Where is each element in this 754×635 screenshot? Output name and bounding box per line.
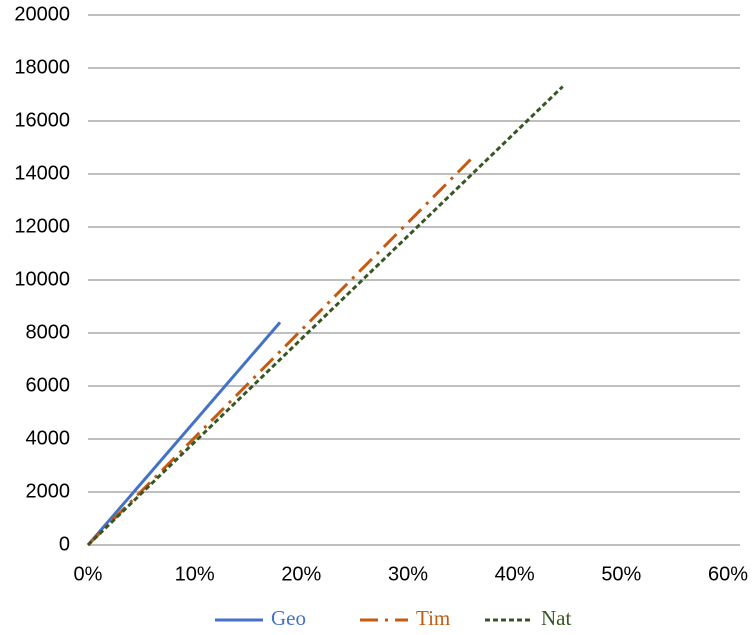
x-tick-label: 50%: [601, 563, 641, 585]
y-tick-label: 10000: [14, 268, 70, 290]
y-tick-label: 20000: [14, 3, 70, 25]
legend-label: Nat: [541, 606, 571, 630]
y-tick-label: 8000: [26, 321, 71, 343]
y-tick-label: 0: [59, 533, 70, 555]
x-tick-label: 20%: [281, 563, 321, 585]
y-tick-label: 14000: [14, 162, 70, 184]
legend-label: Geo: [271, 606, 306, 630]
data-line: [86, 321, 282, 546]
y-tick-label: 16000: [14, 109, 70, 131]
x-tick-label: 10%: [175, 563, 215, 585]
data-line: [86, 85, 564, 547]
legend-label: Tim: [416, 606, 450, 630]
x-tick-label: 30%: [388, 563, 428, 585]
data-line: [86, 157, 474, 547]
x-tick-label: 0%: [74, 563, 103, 585]
x-tick-label: 40%: [495, 563, 535, 585]
x-tick-label: 60%: [708, 563, 748, 585]
y-tick-label: 6000: [26, 374, 71, 396]
y-tick-label: 12000: [14, 215, 70, 237]
y-tick-label: 2000: [26, 480, 71, 502]
y-tick-label: 18000: [14, 56, 70, 78]
y-tick-label: 4000: [26, 427, 71, 449]
